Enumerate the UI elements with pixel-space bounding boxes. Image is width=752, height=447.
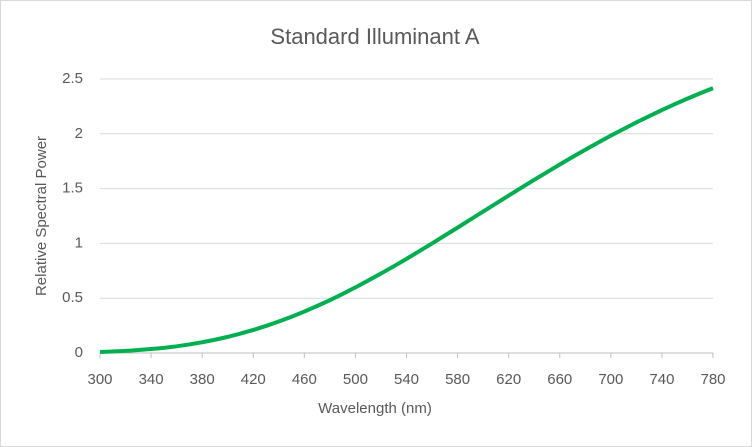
x-tick-label: 460 bbox=[292, 371, 317, 388]
x-tick-label: 620 bbox=[496, 371, 521, 388]
x-axis-label: Wavelength (nm) bbox=[318, 400, 432, 417]
y-tick-label: 0 bbox=[75, 344, 83, 361]
x-tick-label: 380 bbox=[190, 371, 215, 388]
x-tick-label: 540 bbox=[394, 371, 419, 388]
x-tick-label: 740 bbox=[649, 371, 674, 388]
x-tick-label: 660 bbox=[547, 371, 572, 388]
chart-title: Standard Illuminant A bbox=[270, 24, 479, 49]
x-tick-label: 580 bbox=[445, 371, 470, 388]
x-tick-label: 780 bbox=[700, 371, 725, 388]
y-tick-label: 0.5 bbox=[62, 289, 83, 306]
x-tick-label: 340 bbox=[139, 371, 164, 388]
y-tick-label: 1.5 bbox=[62, 180, 83, 197]
x-tick-label: 500 bbox=[343, 371, 368, 388]
x-tick-label: 700 bbox=[598, 371, 623, 388]
y-tick-label: 1 bbox=[75, 234, 83, 251]
y-axis-label: Relative Spectral Power bbox=[33, 136, 50, 296]
x-tick-label: 300 bbox=[87, 371, 112, 388]
data-line bbox=[99, 86, 714, 355]
y-tick-label: 2.5 bbox=[62, 70, 83, 87]
y-tick-label: 2 bbox=[75, 125, 83, 142]
x-tick-label: 420 bbox=[241, 371, 266, 388]
